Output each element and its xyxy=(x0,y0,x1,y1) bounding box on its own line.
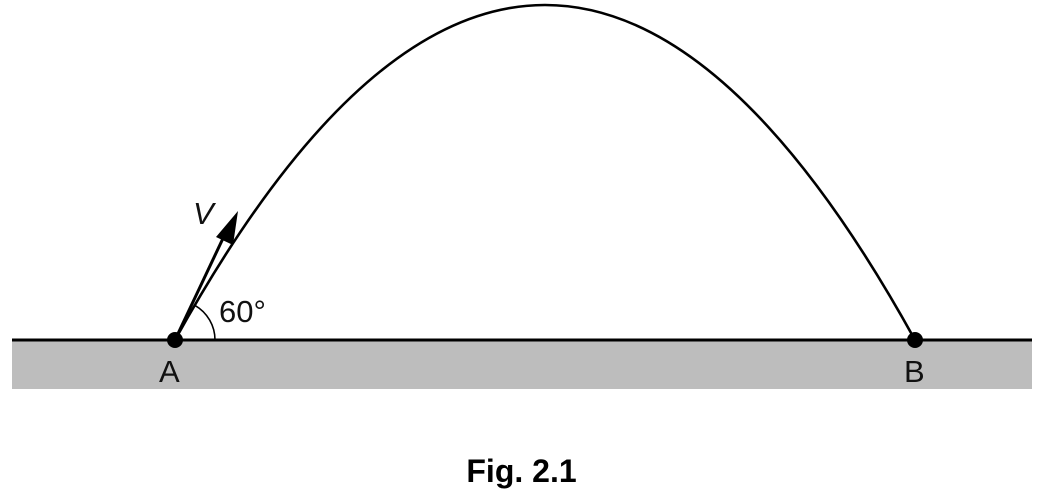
point-b-label: B xyxy=(904,354,925,389)
angle-arc xyxy=(194,304,216,341)
point-b-dot xyxy=(907,332,923,348)
angle-label: 60° xyxy=(219,294,266,329)
trajectory-curve xyxy=(173,3,917,341)
point-a-dot xyxy=(167,332,183,348)
velocity-arrow-shaft xyxy=(173,231,228,341)
velocity-arrow-head xyxy=(216,211,238,245)
figure-caption: Fig. 2.1 xyxy=(466,453,576,489)
ground xyxy=(12,340,1032,389)
velocity-label: V xyxy=(193,196,217,231)
point-a-label: A xyxy=(159,354,180,389)
